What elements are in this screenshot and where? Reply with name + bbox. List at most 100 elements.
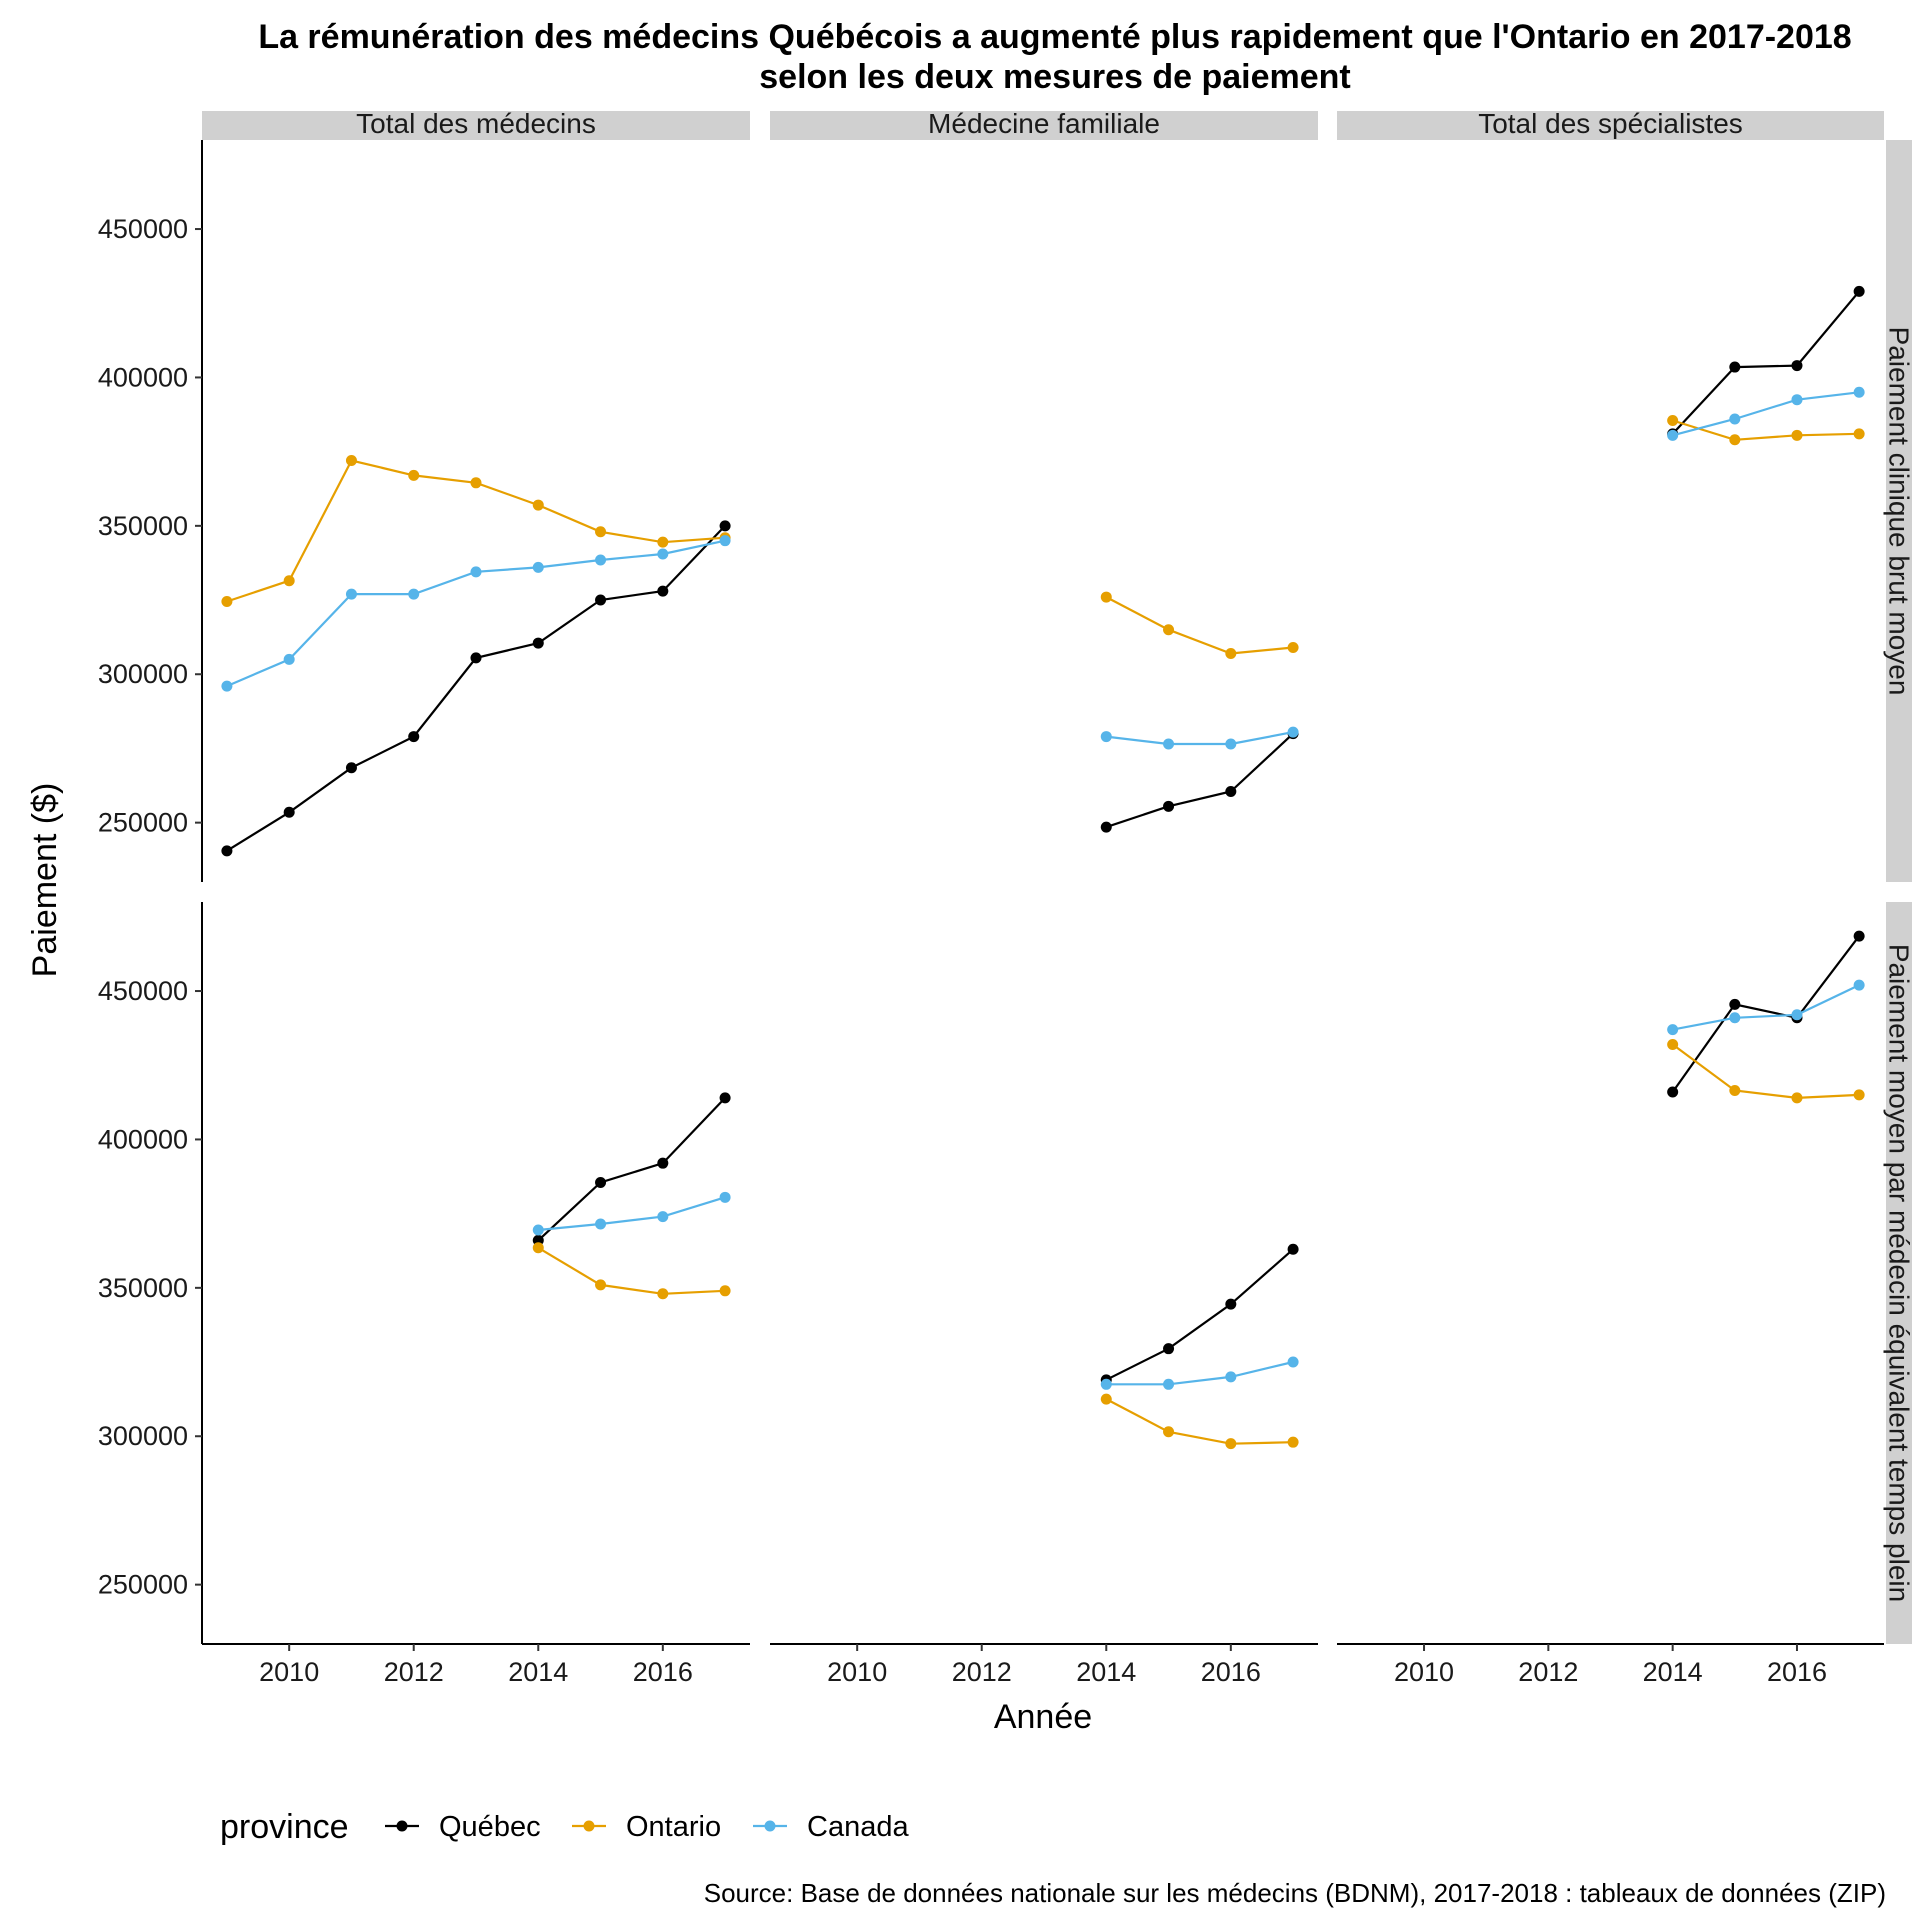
data-point: [1791, 1092, 1803, 1104]
data-point: [408, 731, 420, 743]
facet-strip-column: [1337, 111, 1884, 140]
data-point: [1100, 821, 1112, 833]
data-point: [532, 1242, 544, 1254]
facet-strip-row: [1886, 140, 1912, 882]
data-point: [1853, 285, 1865, 297]
data-point: [221, 680, 233, 692]
data-point: [1729, 1012, 1741, 1024]
data-point: [595, 1218, 607, 1230]
data-point: [1163, 1426, 1175, 1438]
series-line-canada: [538, 1196, 726, 1232]
data-point: [657, 585, 669, 597]
data-point: [1667, 414, 1679, 426]
x-tick-label: 2010: [1394, 1657, 1454, 1687]
series-line-qubec: [1671, 290, 1860, 435]
data-point: [1667, 429, 1679, 441]
data-point: [1853, 979, 1865, 991]
data-point: [1100, 1393, 1112, 1405]
chart-subtitle: selon les deux mesures de paiement: [759, 58, 1350, 96]
data-point: [408, 469, 420, 481]
data-point: [719, 1285, 731, 1297]
facet-strip-column: [770, 111, 1318, 140]
data-point: [1287, 726, 1299, 738]
x-tick-label: 2010: [827, 1657, 887, 1687]
x-tick-label: 2016: [1767, 1657, 1827, 1687]
data-point: [595, 554, 607, 566]
data-point: [1287, 1243, 1299, 1255]
y-axis-title: Paiement ($): [26, 783, 64, 978]
legend: province Québec Ontario Canada: [220, 1808, 909, 1846]
data-point: [1729, 361, 1741, 373]
data-point: [1729, 434, 1741, 446]
data-point: [532, 561, 544, 573]
series-line-canada: [1106, 731, 1294, 746]
y-tick-label: 350000: [98, 511, 188, 541]
data-point: [657, 1211, 669, 1223]
facet-strip-column: [202, 111, 750, 140]
data-point: [657, 536, 669, 548]
data-point: [345, 588, 357, 600]
data-point: [221, 596, 233, 608]
series-line-canada: [1672, 984, 1860, 1031]
series-line-qubec: [537, 1097, 726, 1242]
y-tick-label: 400000: [98, 1124, 188, 1154]
facet-strip-column-label: Total des médecins: [356, 108, 596, 139]
x-tick-label: 2012: [1518, 1657, 1578, 1687]
data-point: [719, 535, 731, 547]
facet-strip-row: [1886, 902, 1912, 1644]
data-point: [719, 1191, 731, 1203]
data-point: [408, 588, 420, 600]
series-line-ontario: [1672, 419, 1860, 441]
data-point: [1791, 360, 1803, 372]
data-point: [1791, 1009, 1803, 1021]
legend-label: Québec: [439, 1811, 541, 1843]
data-point: [1225, 785, 1237, 797]
legend-label: Canada: [807, 1811, 909, 1843]
data-point: [470, 652, 482, 664]
series-line-qubec: [1671, 935, 1860, 1093]
data-point: [1225, 738, 1237, 750]
series-line-ontario: [1105, 1398, 1294, 1445]
data-point: [532, 1224, 544, 1236]
data-point: [221, 845, 233, 857]
facet-strip-column-label: Médecine familiale: [928, 108, 1160, 139]
data-point: [595, 1279, 607, 1291]
data-point: [1287, 1436, 1299, 1448]
data-point: [1853, 1089, 1865, 1101]
data-point: [1791, 394, 1803, 406]
data-point: [1667, 1024, 1679, 1036]
y-tick-label: 300000: [98, 659, 188, 689]
data-point: [657, 548, 669, 560]
data-point: [532, 637, 544, 649]
plot-area: Total des médecins Médecine familiale Tota…: [98, 108, 1915, 1687]
data-point: [1163, 624, 1175, 636]
x-tick-label: 2012: [384, 1657, 444, 1687]
series-line-ontario: [1105, 596, 1294, 655]
data-point: [1791, 429, 1803, 441]
facet-strip-row-label: Paiement clinique brut moyen: [1884, 327, 1915, 696]
data-point: [532, 499, 544, 511]
legend-key-point: [764, 1820, 776, 1832]
legend-key-point: [583, 1820, 595, 1832]
x-axis-title: Année: [994, 1698, 1092, 1736]
data-point: [1729, 413, 1741, 425]
x-tick-label: 2014: [508, 1657, 568, 1687]
y-tick-label: 450000: [98, 214, 188, 244]
series-line-canada: [226, 539, 726, 688]
data-point: [1729, 998, 1741, 1010]
chart-caption: Source: Base de données nationale sur le…: [704, 1878, 1886, 1908]
x-tick-label: 2012: [952, 1657, 1012, 1687]
y-tick-label: 450000: [98, 976, 188, 1006]
data-point: [1853, 386, 1865, 398]
data-point: [1225, 1298, 1237, 1310]
x-tick-label: 2016: [633, 1657, 693, 1687]
data-point: [1163, 1378, 1175, 1390]
x-tick-label: 2010: [259, 1657, 319, 1687]
data-point: [1729, 1084, 1741, 1096]
data-point: [1163, 738, 1175, 750]
data-point: [1667, 1038, 1679, 1050]
y-tick-label: 250000: [98, 808, 188, 838]
data-point: [470, 477, 482, 489]
legend-title: province: [220, 1808, 349, 1846]
